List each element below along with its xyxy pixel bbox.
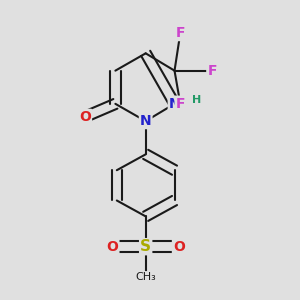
Text: S: S — [140, 239, 151, 254]
Text: F: F — [207, 64, 217, 78]
Text: O: O — [79, 110, 91, 124]
Text: CH₃: CH₃ — [135, 272, 156, 282]
Text: O: O — [173, 240, 185, 254]
Text: F: F — [176, 97, 185, 111]
Text: F: F — [176, 26, 185, 40]
Text: N: N — [140, 114, 152, 128]
Text: O: O — [106, 240, 119, 254]
Text: H: H — [191, 94, 201, 104]
Text: N: N — [169, 97, 180, 111]
